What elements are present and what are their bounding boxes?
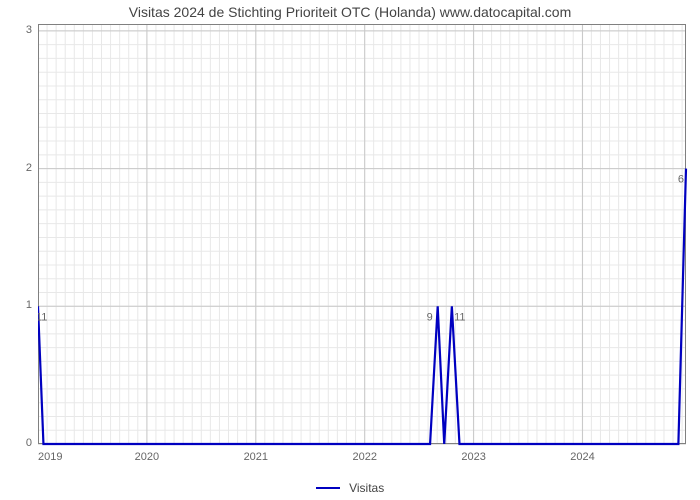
svg-text:11: 11 (454, 311, 465, 323)
svg-text:2020: 2020 (135, 451, 159, 463)
svg-text:2024: 2024 (570, 451, 594, 463)
chart-legend: Visitas (0, 480, 700, 495)
y-tick-label: 1 (26, 299, 32, 311)
svg-text:2021: 2021 (244, 451, 268, 463)
svg-text:11: 11 (38, 311, 47, 323)
svg-text:2022: 2022 (352, 451, 376, 463)
y-tick-label: 3 (26, 24, 32, 36)
svg-text:9: 9 (427, 311, 433, 323)
svg-text:2023: 2023 (461, 451, 485, 463)
chart-title: Visitas 2024 de Stichting Prioriteit OTC… (0, 4, 700, 20)
svg-text:6: 6 (678, 174, 684, 186)
line-chart: 11 9 11 6 2019 2020 2021 2022 2023 2024 (38, 24, 688, 474)
y-tick-label: 0 (26, 437, 32, 449)
legend-swatch (316, 487, 340, 489)
svg-text:2019: 2019 (38, 451, 62, 463)
legend-label: Visitas (349, 481, 384, 495)
y-tick-label: 2 (26, 162, 32, 174)
